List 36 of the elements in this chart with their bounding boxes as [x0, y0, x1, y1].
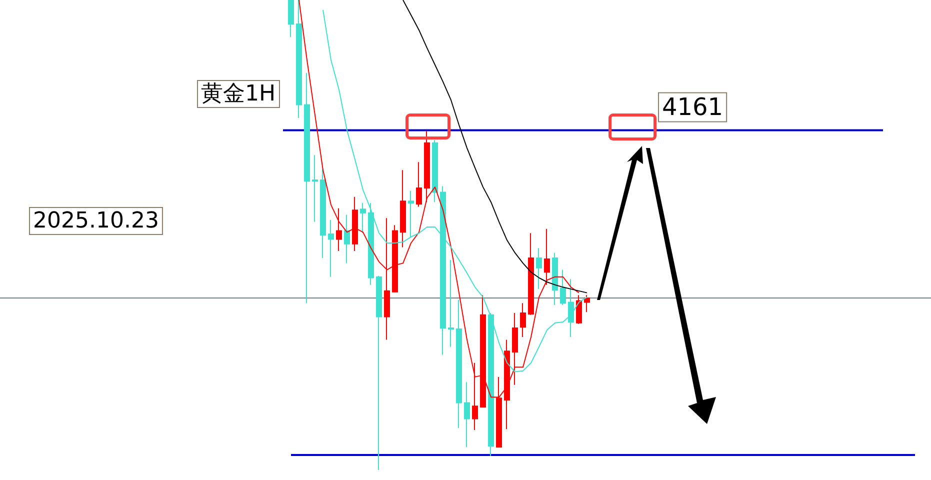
text: 黄金1H [201, 82, 276, 106]
candlestick [416, 162, 422, 208]
candlestick [408, 190, 414, 238]
candlestick [288, 0, 294, 38]
candlestick [552, 252, 558, 306]
candlestick [440, 186, 446, 356]
candlestick [568, 278, 574, 338]
candlestick [352, 196, 358, 252]
candlestick [392, 224, 398, 292]
candlestick [304, 72, 310, 304]
candlestick [312, 154, 318, 222]
candlestick [544, 228, 550, 286]
candlestick [360, 202, 366, 234]
candlestick [376, 275, 382, 470]
candlestick [448, 259, 454, 348]
candlestick [576, 294, 582, 324]
candlestick [536, 248, 542, 290]
candlestick [328, 219, 334, 278]
candlestick [456, 299, 462, 429]
candlestick [464, 382, 470, 448]
text: 4161 [662, 93, 724, 122]
candlestick [400, 170, 406, 248]
candlestick [512, 312, 518, 386]
candlestick [528, 232, 534, 316]
candlestick [560, 269, 566, 306]
candlestick [424, 130, 430, 203]
candlestick [320, 168, 326, 259]
candlestick [344, 214, 350, 264]
candlestick [432, 140, 438, 203]
candlestick [368, 202, 374, 286]
candlestick [336, 208, 342, 252]
candlestick [584, 294, 590, 313]
text: 2025.10.23 [33, 208, 159, 234]
candlestick [520, 302, 526, 338]
candlestick [384, 218, 390, 340]
candlestick [296, 0, 302, 118]
